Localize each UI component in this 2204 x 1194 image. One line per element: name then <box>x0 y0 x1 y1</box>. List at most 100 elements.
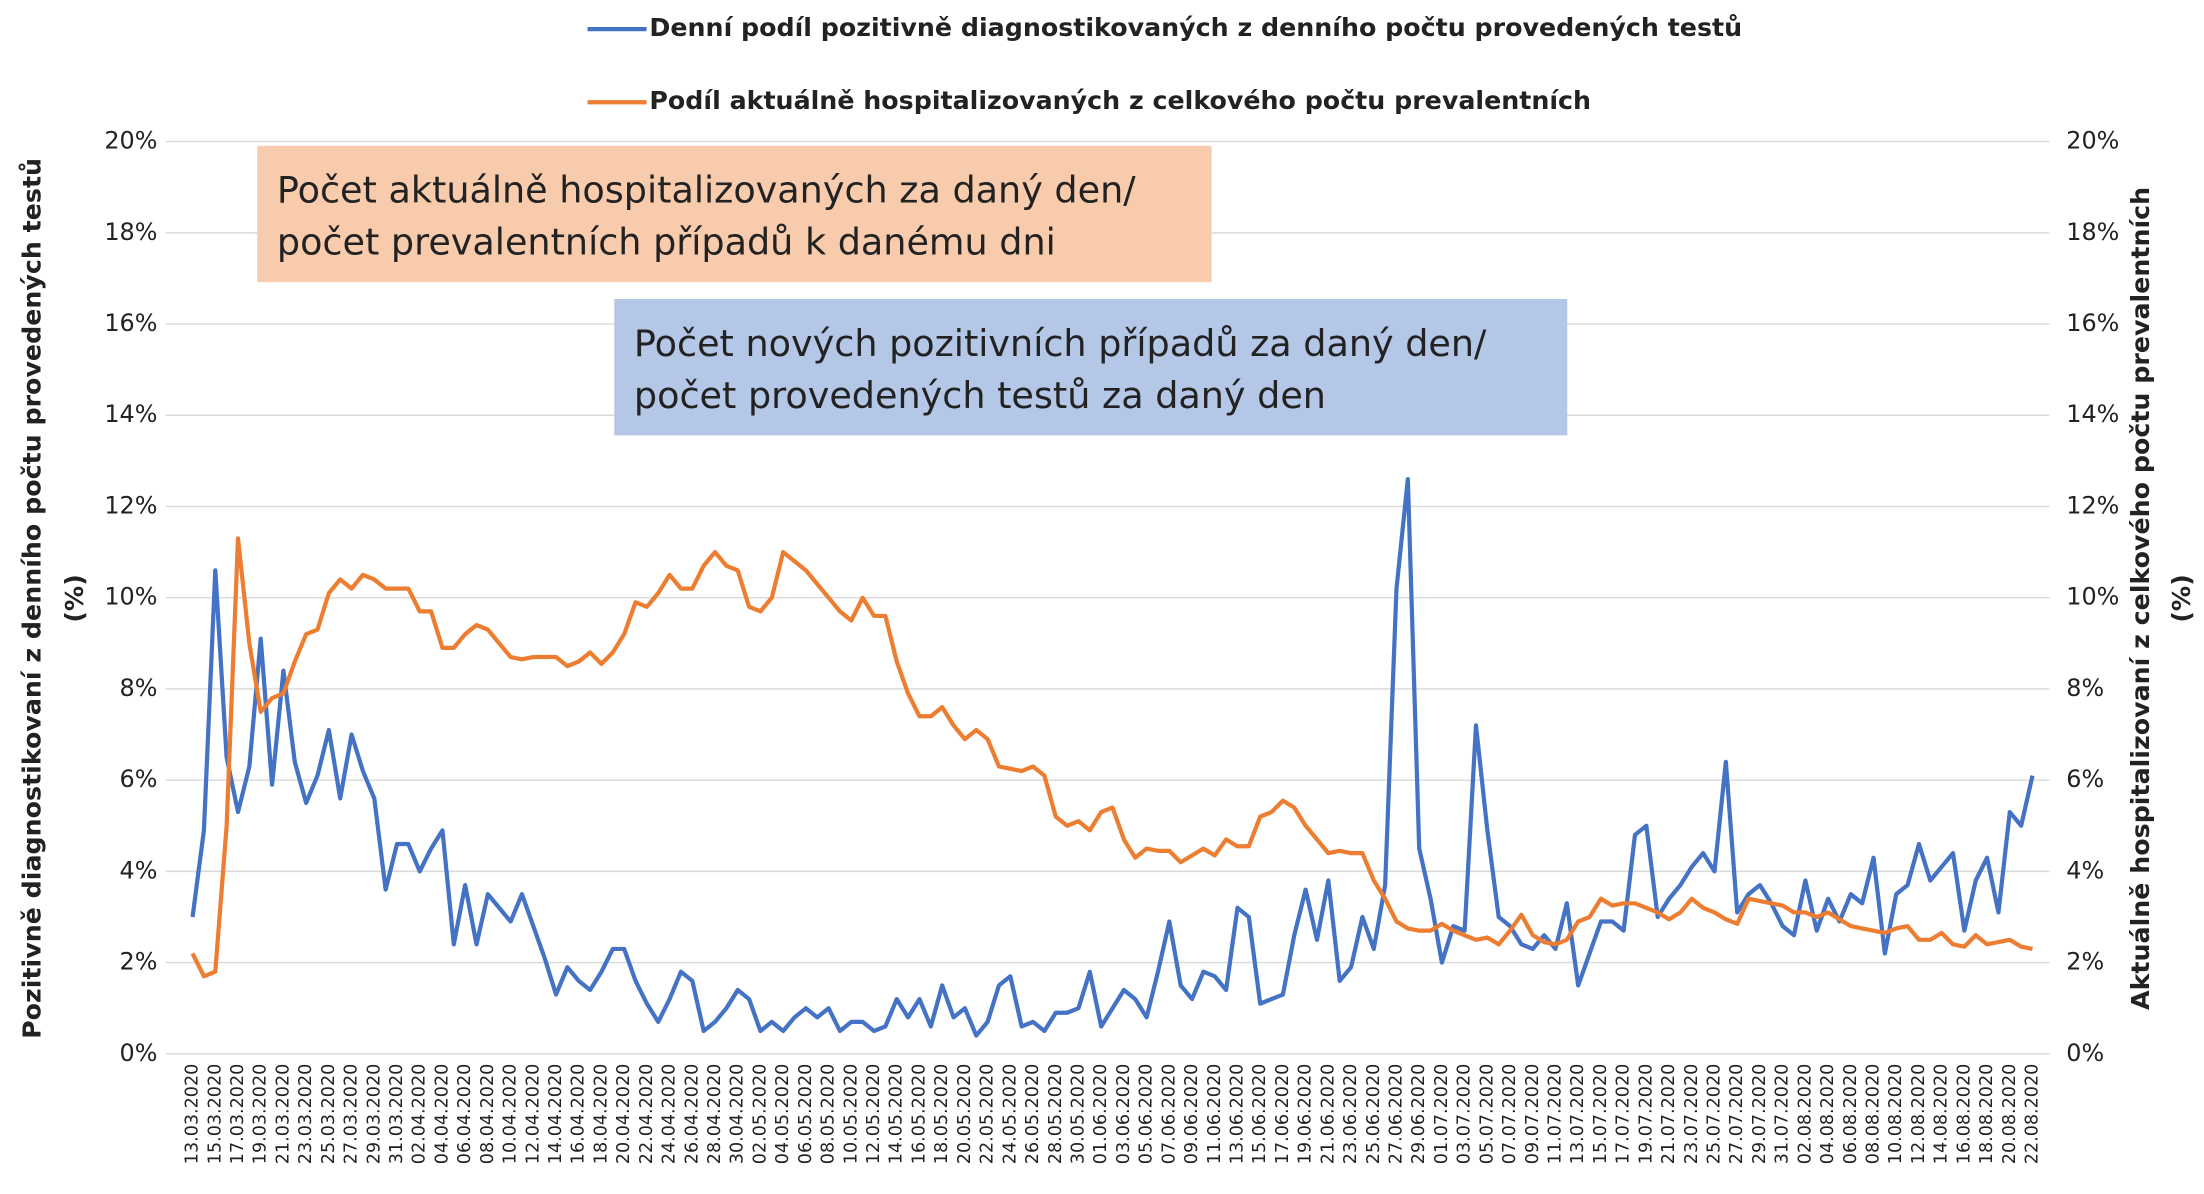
y-tick-label: 10% <box>104 583 157 611</box>
y-tick-label: 20% <box>104 127 157 155</box>
y2-tick-label: 18% <box>2066 218 2119 246</box>
x-tick-label: 23.07.2020 <box>1682 1064 1702 1165</box>
x-tick-label: 10.05.2020 <box>841 1064 861 1165</box>
x-tick-label: 14.04.2020 <box>546 1064 566 1165</box>
x-tick-label: 18.04.2020 <box>591 1064 611 1165</box>
x-tick-label: 28.05.2020 <box>1046 1064 1066 1165</box>
x-tick-label: 22.08.2020 <box>2023 1064 2043 1165</box>
x-tick-label: 07.06.2020 <box>1159 1064 1179 1165</box>
x-tick-label: 15.06.2020 <box>1250 1064 1270 1165</box>
x-tick-label: 16.04.2020 <box>569 1064 589 1165</box>
x-tick-label: 01.06.2020 <box>1091 1064 1111 1165</box>
x-tick-label: 16.05.2020 <box>909 1064 929 1165</box>
x-tick-label: 23.06.2020 <box>1341 1064 1361 1165</box>
series-line <box>190 536 2033 979</box>
y2-tick-label: 14% <box>2066 400 2119 428</box>
annotation-text: Počet nových pozitivních případů za daný… <box>634 322 1487 365</box>
x-tick-label: 03.07.2020 <box>1455 1064 1475 1165</box>
y2-axis-title: Aktuálně hospitalizovaní z celkového poč… <box>2126 187 2155 1010</box>
y-axis-unit: (%) <box>60 574 89 622</box>
y-tick-label: 14% <box>104 400 157 428</box>
x-tick-label: 05.07.2020 <box>1477 1064 1497 1165</box>
y2-tick-label: 12% <box>2066 491 2119 519</box>
x-tick-label: 23.03.2020 <box>296 1064 316 1165</box>
y-tick-label: 4% <box>120 856 158 884</box>
x-tick-label: 13.07.2020 <box>1568 1064 1588 1165</box>
x-tick-label: 13.03.2020 <box>183 1064 203 1165</box>
legend-label: Denní podíl pozitivně diagnostikovaných … <box>649 13 1742 42</box>
x-tick-label: 19.07.2020 <box>1636 1064 1656 1165</box>
y2-tick-label: 10% <box>2066 583 2119 611</box>
x-tick-label: 31.03.2020 <box>387 1064 407 1165</box>
x-tick-label: 20.04.2020 <box>614 1064 634 1165</box>
x-tick-label: 04.05.2020 <box>773 1064 793 1165</box>
annotation-text: Počet aktuálně hospitalizovaných za daný… <box>277 169 1136 212</box>
x-tick-label: 18.08.2020 <box>1977 1064 1997 1165</box>
x-tick-label: 21.03.2020 <box>273 1064 293 1165</box>
x-tick-label: 15.03.2020 <box>205 1064 225 1165</box>
y-tick-label: 16% <box>104 309 157 337</box>
x-tick-label: 02.05.2020 <box>750 1064 770 1165</box>
x-tick-label: 19.06.2020 <box>1296 1064 1316 1165</box>
x-tick-label: 20.05.2020 <box>955 1064 975 1165</box>
x-tick-label: 06.05.2020 <box>796 1064 816 1165</box>
x-tick-label: 14.08.2020 <box>1932 1064 1952 1165</box>
y2-tick-label: 8% <box>2066 674 2104 702</box>
y2-tick-label: 0% <box>2066 1039 2104 1067</box>
x-tick-label: 08.05.2020 <box>819 1064 839 1165</box>
x-tick-label: 12.05.2020 <box>864 1064 884 1165</box>
y-axis-title: Pozitivně diagnostikovaní z denního počt… <box>18 158 47 1039</box>
x-tick-label: 05.06.2020 <box>1137 1064 1157 1165</box>
x-tick-label: 26.04.2020 <box>682 1064 702 1165</box>
legend-label: Podíl aktuálně hospitalizovaných z celko… <box>649 86 1591 115</box>
x-tick-label: 25.03.2020 <box>319 1064 339 1165</box>
x-tick-label: 10.04.2020 <box>501 1064 521 1165</box>
x-tick-label: 24.05.2020 <box>1000 1064 1020 1165</box>
x-tick-label: 19.03.2020 <box>251 1064 271 1165</box>
x-tick-label: 25.07.2020 <box>1704 1064 1724 1165</box>
x-tick-label: 13.06.2020 <box>1227 1064 1247 1165</box>
y2-tick-label: 6% <box>2066 765 2104 793</box>
x-tick-label: 25.06.2020 <box>1364 1064 1384 1165</box>
annotation-box <box>257 145 1212 283</box>
x-tick-label: 30.04.2020 <box>728 1064 748 1165</box>
x-tick-label: 24.04.2020 <box>660 1064 680 1165</box>
x-tick-label: 03.06.2020 <box>1114 1064 1134 1165</box>
annotation-box <box>614 299 1568 436</box>
x-tick-label: 27.07.2020 <box>1727 1064 1747 1165</box>
x-tick-label: 09.06.2020 <box>1182 1064 1202 1165</box>
x-tick-label: 06.04.2020 <box>455 1064 475 1165</box>
x-tick-label: 29.07.2020 <box>1750 1064 1770 1165</box>
x-tick-label: 06.08.2020 <box>1841 1064 1861 1165</box>
x-tick-label: 15.07.2020 <box>1591 1064 1611 1165</box>
x-tick-label: 09.07.2020 <box>1523 1064 1543 1165</box>
x-tick-label: 29.03.2020 <box>364 1064 384 1165</box>
y2-tick-label: 16% <box>2066 309 2119 337</box>
x-tick-label: 17.07.2020 <box>1614 1064 1634 1165</box>
annotation-text: počet prevalentních případů k danému dni <box>277 221 1056 264</box>
y-tick-label: 0% <box>120 1039 158 1067</box>
y-tick-label: 6% <box>120 765 158 793</box>
x-tick-label: 08.04.2020 <box>478 1064 498 1165</box>
x-tick-label: 04.08.2020 <box>1818 1064 1838 1165</box>
x-tick-label: 20.08.2020 <box>2000 1064 2020 1165</box>
x-tick-label: 21.06.2020 <box>1318 1064 1338 1165</box>
x-tick-label: 30.05.2020 <box>1068 1064 1088 1165</box>
x-tick-label: 22.05.2020 <box>978 1064 998 1165</box>
x-tick-label: 02.04.2020 <box>410 1064 430 1165</box>
x-tick-label: 18.05.2020 <box>932 1064 952 1165</box>
y2-axis-unit: (%) <box>2167 574 2196 622</box>
x-tick-label: 11.06.2020 <box>1205 1064 1225 1165</box>
x-tick-label: 17.03.2020 <box>228 1064 248 1165</box>
x-tick-label: 04.04.2020 <box>432 1064 452 1165</box>
x-tick-label: 31.07.2020 <box>1773 1064 1793 1165</box>
y-tick-label: 2% <box>120 948 158 976</box>
x-tick-label: 11.07.2020 <box>1545 1064 1565 1165</box>
x-tick-label: 26.05.2020 <box>1023 1064 1043 1165</box>
y-tick-label: 12% <box>104 491 157 519</box>
x-tick-label: 01.07.2020 <box>1432 1064 1452 1165</box>
annotation-text: počet provedených testů za daný den <box>634 374 1326 417</box>
y2-tick-label: 2% <box>2066 948 2104 976</box>
x-tick-label: 10.08.2020 <box>1886 1064 1906 1165</box>
x-tick-label: 14.05.2020 <box>887 1064 907 1165</box>
